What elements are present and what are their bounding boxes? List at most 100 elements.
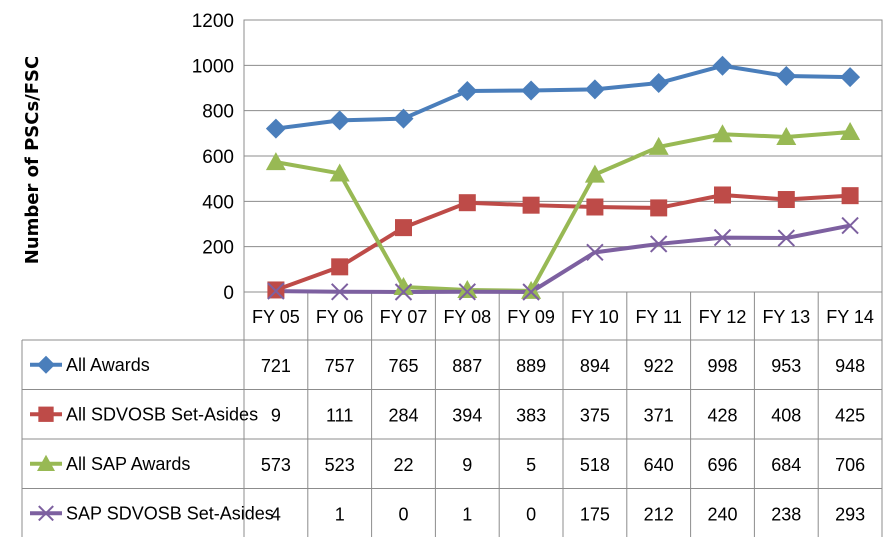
legend-label: All Awards xyxy=(66,355,150,375)
x-tick-label: FY 08 xyxy=(443,307,491,327)
series-line xyxy=(275,223,851,294)
series-line xyxy=(275,63,851,131)
data-point xyxy=(522,196,540,214)
table-cell-value: 953 xyxy=(771,356,801,376)
data-point xyxy=(265,118,286,139)
table-cell-value: 240 xyxy=(707,504,737,524)
x-tick-label: FY 12 xyxy=(699,307,747,327)
y-tick-label: 200 xyxy=(202,238,234,259)
table-cell-value: 0 xyxy=(526,504,536,524)
gridlines xyxy=(243,19,883,293)
table-cell-value: 573 xyxy=(261,455,291,475)
data-point xyxy=(840,121,861,140)
legend-label: SAP SDVOSB Set-Asides xyxy=(66,503,274,523)
data-point xyxy=(393,108,414,129)
legend-label: All SAP Awards xyxy=(66,454,190,474)
y-tick-labels: 0 200 400 600 800 1000 1200 xyxy=(192,11,234,304)
data-point xyxy=(267,282,285,300)
table-cell-value: 1 xyxy=(462,504,472,524)
table-cell-value: 394 xyxy=(452,405,482,425)
table-cell-value: 998 xyxy=(707,356,737,376)
table-cell-value: 375 xyxy=(580,405,610,425)
data-point xyxy=(777,229,796,247)
data-point xyxy=(265,152,286,171)
x-tick-label: FY 06 xyxy=(316,307,364,327)
table-cell-value: 111 xyxy=(326,405,353,425)
data-point xyxy=(777,191,795,209)
table-cell-value: 889 xyxy=(516,356,546,376)
data-point xyxy=(521,280,542,299)
x-tick-label: FY 09 xyxy=(507,307,555,327)
series-lines xyxy=(275,63,851,294)
y-tick-label: 0 xyxy=(223,283,234,304)
table-cell-value: 212 xyxy=(644,504,674,524)
table-cell-value: 383 xyxy=(516,405,546,425)
table-cell-value: 684 xyxy=(771,455,801,475)
table-cell-value: 5 xyxy=(526,455,536,475)
table-cell-value: 757 xyxy=(325,356,355,376)
y-tick-label: 400 xyxy=(202,192,234,213)
data-point xyxy=(713,228,732,247)
y-axis-label: Number of PSCs/FSC xyxy=(22,56,43,264)
x-tick-label: FY 07 xyxy=(380,307,428,327)
data-point xyxy=(522,283,540,301)
data-point xyxy=(586,198,604,216)
table-cell-value: 428 xyxy=(707,405,737,425)
table-cell-value: 175 xyxy=(580,504,610,524)
legend-key-marker xyxy=(37,454,55,471)
table-cell-value: 721 xyxy=(261,356,291,376)
data-point xyxy=(841,216,859,235)
table-cell-value: 0 xyxy=(398,504,408,524)
table-cell-value: 293 xyxy=(835,504,865,524)
table-cell-value: 765 xyxy=(388,356,418,376)
series-markers xyxy=(265,55,861,301)
table-cell-value: 640 xyxy=(644,455,674,475)
x-tick-label: FY 05 xyxy=(252,307,300,327)
table-cell-value: 894 xyxy=(580,356,610,376)
data-point xyxy=(776,126,797,145)
table-cell-value: 9 xyxy=(271,405,281,425)
table-cell-value: 948 xyxy=(835,356,865,376)
data-point xyxy=(712,55,733,76)
table-cell-value: 9 xyxy=(462,455,472,475)
data-point xyxy=(841,187,859,205)
table-cell-value: 887 xyxy=(452,356,482,376)
data-point xyxy=(776,65,797,86)
legend-key-marker xyxy=(38,406,54,422)
x-tick-label: FY 11 xyxy=(636,307,682,327)
data-point xyxy=(457,279,478,298)
x-tick-label: FY 13 xyxy=(762,307,810,327)
data-point xyxy=(329,110,350,131)
table-cell-value: 371 xyxy=(644,405,674,425)
data-point xyxy=(521,80,542,101)
data-point xyxy=(331,258,349,276)
y-tick-label: 1200 xyxy=(192,11,234,32)
data-point xyxy=(584,79,605,100)
legend-key-marker xyxy=(38,505,54,522)
data-point xyxy=(712,124,733,143)
data-point xyxy=(393,277,414,296)
data-point xyxy=(458,194,476,212)
data-point xyxy=(330,283,349,301)
table-cell-value: 1 xyxy=(335,504,345,524)
data-point xyxy=(714,186,731,204)
table-cell-value: 922 xyxy=(644,356,674,376)
data-point xyxy=(584,164,605,183)
data-point xyxy=(648,73,669,94)
table-cell-value: 518 xyxy=(580,455,610,475)
table-cell-value: 706 xyxy=(835,455,865,475)
series-line xyxy=(275,192,851,292)
legend-key-marker xyxy=(37,355,55,374)
data-table: FY 05 FY 06 FY 07 FY 08 FY 09 FY 10 FY 11 FY 12… xyxy=(21,292,883,537)
table-cell-value: 696 xyxy=(707,455,737,475)
table-cell-value: 284 xyxy=(388,405,418,425)
series-line xyxy=(275,129,851,293)
x-tick-label: FY 10 xyxy=(571,307,619,327)
y-tick-label: 800 xyxy=(202,102,234,123)
data-point xyxy=(458,283,477,301)
table-cell-value: 4 xyxy=(271,504,281,524)
table-cell-value: 425 xyxy=(835,405,865,425)
y-tick-label: 600 xyxy=(202,147,234,168)
table-cell-value: 523 xyxy=(325,455,355,475)
